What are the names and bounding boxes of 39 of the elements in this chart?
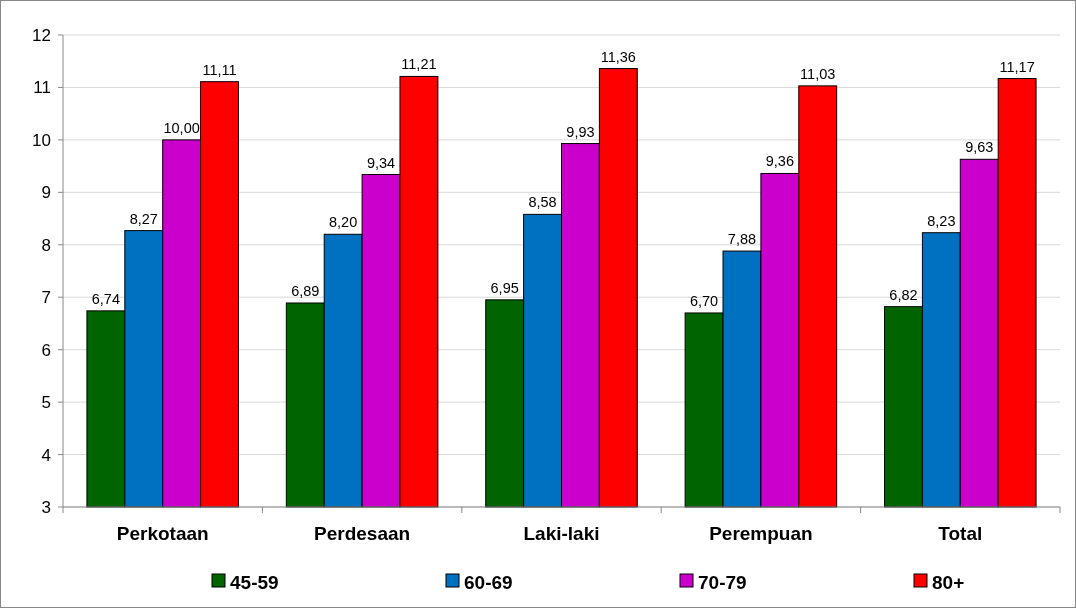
legend-label: 70-79: [698, 571, 747, 593]
data-label: 8,20: [329, 214, 358, 231]
legend-label: 60-69: [464, 571, 513, 593]
data-label: 9,93: [566, 123, 595, 140]
data-label: 9,36: [765, 153, 794, 170]
y-tick-label: 7: [41, 288, 51, 308]
x-tick-label: Perempuan: [709, 523, 813, 544]
data-label: 10,00: [163, 119, 200, 136]
data-label: 6,82: [889, 286, 918, 303]
y-tick-label: 6: [41, 340, 51, 360]
y-tick-label: 5: [41, 393, 51, 413]
y-tick-label: 3: [41, 497, 51, 517]
y-tick-label: 8: [41, 235, 51, 255]
data-label: 8,58: [528, 194, 557, 211]
y-tick-label: 11: [33, 78, 51, 98]
data-label: 7,88: [727, 231, 757, 248]
x-tick-label: Laki-laki: [523, 523, 600, 544]
x-tick-label: Perkotaan: [116, 523, 209, 544]
data-label: 8,27: [129, 210, 158, 227]
legend-label: 80+: [932, 571, 965, 593]
data-label: 6,74: [91, 290, 120, 307]
data-label: 9,34: [366, 154, 396, 171]
data-label: 8,23: [927, 212, 956, 229]
y-tick-label: 9: [41, 183, 51, 203]
data-label: 11,21: [401, 56, 437, 73]
data-label: 11,17: [999, 58, 1035, 75]
data-label: 6,95: [490, 279, 519, 296]
data-label: 11,03: [800, 65, 836, 82]
y-tick-label: 4: [41, 445, 51, 465]
data-label: 9,63: [965, 139, 994, 156]
data-label: 6,89: [291, 282, 320, 299]
x-tick-label: Perdesaan: [314, 523, 411, 544]
data-label: 11,36: [600, 48, 636, 65]
y-tick-label: 10: [32, 130, 51, 150]
x-tick-label: Total: [938, 523, 983, 544]
data-label: 11,11: [202, 61, 237, 78]
y-tick-label: 12: [32, 25, 51, 45]
legend-label: 45-59: [230, 571, 279, 593]
data-label: 6,70: [689, 292, 719, 309]
